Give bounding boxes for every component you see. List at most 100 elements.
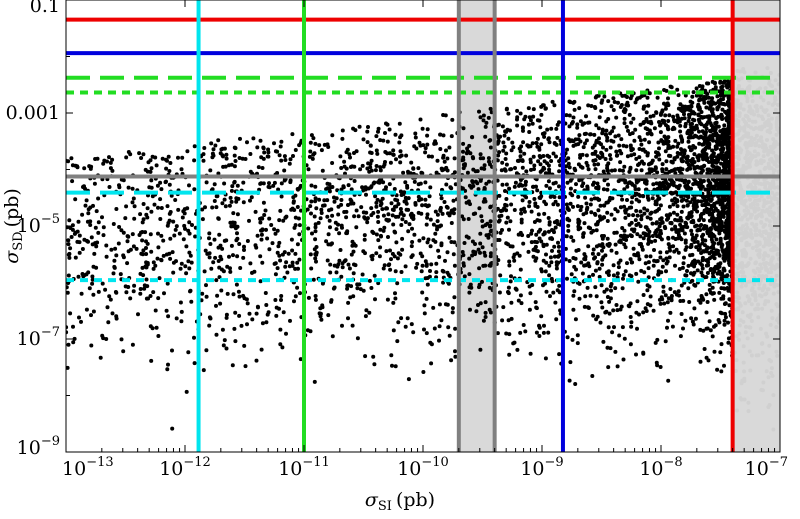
data-point	[777, 211, 780, 216]
data-point	[290, 132, 295, 137]
data-point	[570, 337, 575, 342]
data-point	[704, 126, 709, 131]
data-point	[461, 263, 466, 268]
data-point	[708, 198, 713, 203]
data-point	[504, 331, 509, 336]
data-point	[248, 198, 252, 203]
data-point	[77, 250, 82, 255]
data-point	[777, 90, 780, 95]
data-point	[308, 329, 313, 334]
data-point	[393, 269, 398, 274]
data-point	[433, 231, 438, 236]
data-point	[361, 188, 366, 193]
data-point	[67, 255, 72, 260]
data-point	[279, 294, 284, 298]
data-point	[480, 245, 485, 250]
data-point	[629, 220, 634, 225]
data-point	[369, 158, 374, 163]
data-point	[641, 194, 646, 199]
data-point	[481, 118, 486, 123]
data-point	[638, 138, 643, 143]
data-point	[393, 132, 398, 137]
plot-frame-background	[66, 0, 780, 452]
data-point	[555, 202, 560, 207]
data-point	[554, 266, 559, 271]
data-point	[149, 166, 154, 171]
data-point	[557, 290, 562, 295]
data-point	[166, 221, 171, 225]
data-point	[661, 289, 666, 294]
data-point	[542, 134, 547, 139]
data-point	[698, 300, 703, 305]
data-point	[565, 206, 570, 211]
data-point	[295, 205, 300, 209]
data-point	[439, 196, 444, 201]
data-point	[441, 155, 446, 160]
data-point	[548, 194, 553, 199]
data-point	[409, 322, 414, 327]
data-point	[706, 95, 711, 100]
data-point	[518, 149, 523, 154]
data-point	[90, 277, 95, 282]
data-point	[722, 165, 727, 169]
data-point	[542, 166, 547, 171]
data-point	[313, 184, 318, 189]
data-point	[771, 427, 776, 432]
data-point	[144, 246, 148, 250]
data-point	[723, 311, 728, 316]
data-point	[515, 123, 520, 128]
data-point	[375, 197, 380, 202]
data-point	[92, 251, 97, 256]
data-point	[504, 241, 509, 246]
data-point	[606, 365, 611, 370]
data-point	[277, 240, 282, 245]
data-point	[601, 145, 605, 150]
data-point	[431, 305, 436, 310]
data-point	[260, 321, 265, 326]
data-point	[546, 229, 551, 234]
data-point	[307, 154, 312, 159]
data-point	[510, 244, 515, 249]
data-point	[207, 236, 211, 241]
data-point	[594, 123, 599, 128]
data-point	[382, 225, 387, 230]
data-point	[628, 315, 633, 319]
data-point	[655, 95, 660, 100]
data-point	[690, 94, 695, 99]
data-point	[585, 285, 590, 290]
data-point	[83, 203, 88, 208]
data-point	[639, 214, 644, 218]
data-point	[606, 269, 611, 274]
data-point	[446, 281, 451, 286]
data-point	[282, 154, 287, 159]
data-point	[398, 160, 403, 165]
data-point	[664, 88, 669, 93]
data-point	[722, 322, 727, 327]
data-point	[235, 212, 240, 217]
data-point	[664, 167, 669, 172]
data-point	[381, 213, 386, 218]
data-point	[719, 342, 724, 347]
data-point	[496, 135, 501, 140]
data-point	[340, 136, 345, 141]
data-point	[464, 234, 469, 239]
data-point	[686, 139, 691, 144]
data-point	[722, 79, 727, 84]
data-point	[437, 324, 442, 329]
data-point	[410, 253, 415, 258]
data-point	[292, 299, 296, 304]
data-point	[507, 259, 512, 264]
data-point	[765, 334, 770, 339]
data-point	[552, 244, 557, 249]
data-point	[263, 208, 268, 213]
data-point	[138, 287, 143, 291]
data-point	[276, 187, 281, 192]
data-point	[607, 299, 612, 304]
data-point	[376, 209, 381, 214]
data-point	[119, 177, 124, 182]
data-point	[688, 163, 693, 168]
data-point	[170, 348, 174, 353]
data-point	[637, 147, 642, 151]
data-point	[725, 127, 730, 132]
data-point	[545, 127, 550, 132]
